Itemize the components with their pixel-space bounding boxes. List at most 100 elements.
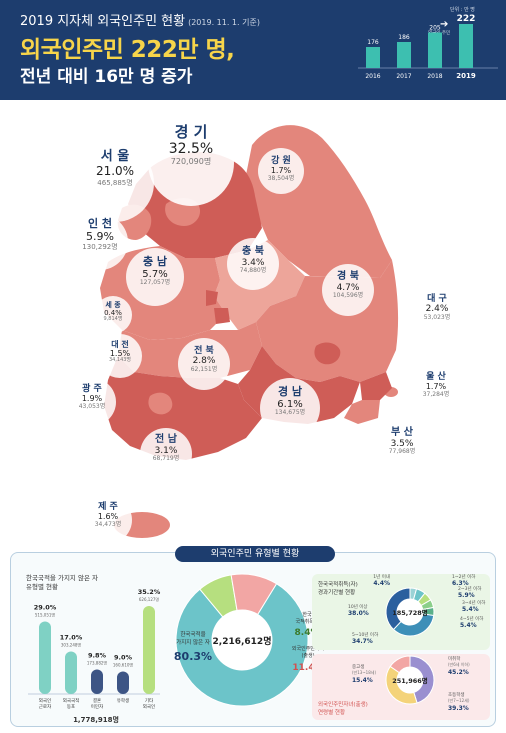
child-segment-sublabel: (만6세 이하) [448, 661, 470, 667]
region-circle-jeju [84, 496, 132, 544]
child-pct: 11.4% [292, 663, 323, 673]
type-bar-count: 303,248명 [61, 642, 82, 648]
region-pct: 1.6% [97, 512, 119, 522]
region-count: 34,473명 [94, 520, 122, 528]
trend-year-label: 2017 [396, 73, 411, 80]
region-count: 74,880명 [239, 266, 267, 274]
region-label-daegu: 대 구 2.4% 53,023명 [410, 294, 464, 322]
main-pct: 80.3% [174, 650, 212, 663]
region-count: 720,090명 [170, 157, 212, 167]
region-label-jeonnam: 전 남 3.1% 68,719명 [138, 434, 194, 463]
type-charts: 한국국적을 가지지 않은 자 유형별 현황 29.0%515,051명외국인근로… [26, 573, 490, 724]
trend-year-label: 2016 [365, 73, 380, 80]
nat-label-line1: 한국 [302, 612, 312, 618]
type-bar-pct: 9.0% [114, 654, 133, 662]
type-bar-label: 외국인 [143, 703, 155, 710]
headline-secondary: 전년 대비 16만 명 증가 [20, 67, 193, 87]
region-name: 제 주 [98, 502, 118, 512]
region-label-incheon: 인 천 5.9% 130,292명 [70, 217, 130, 251]
child-segment-sublabel: (만7~12세) [448, 697, 470, 703]
region-circle-chungbuk [227, 238, 279, 290]
type-bar-count: 515,051명 [35, 612, 56, 618]
header-title: 2019 지자체 외국인주민 현황 (2019. 11. 1. 기준) [20, 10, 260, 29]
region-name: 강 원 [271, 156, 291, 166]
region-daegu [314, 342, 341, 365]
region-label-chungnam: 충 남 5.7% 127,057명 [125, 255, 185, 287]
region-label-gyeonggi: 경 기 32.5% 720,090명 [152, 123, 230, 167]
type-bar-pct: 29.0% [34, 604, 57, 612]
type-bar-label: 이민자 [91, 703, 104, 710]
region-count: 37,284명 [422, 390, 450, 398]
main-label-line1: 한국국적을 [180, 631, 205, 638]
child-segment-label: 중고생 [352, 663, 364, 670]
region-pct: 2.8% [192, 356, 216, 367]
trend-value-label: 205 [429, 25, 441, 32]
nat-label-line2: 국적취득자 [295, 618, 318, 625]
region-pct: 1.5% [109, 349, 131, 359]
type-bar-label: 동포 [67, 704, 75, 710]
child-label-line1: 외국인주민자녀 [292, 645, 324, 652]
region-circle-gangwon [258, 148, 304, 194]
trend-bar [397, 42, 411, 68]
region-label-busan: 부 산 3.5% 77,968명 [374, 427, 430, 456]
region-circle-daegu [412, 288, 462, 338]
donut-slice [175, 583, 309, 707]
header-banner: 2019 지자체 외국인주민 현황 (2019. 11. 1. 기준) 외국인주민… [0, 0, 506, 100]
nat-segment-label: 1년 이내 [373, 573, 390, 580]
region-daejeon [214, 308, 230, 324]
region-circle-gyeongnam [260, 378, 320, 438]
region-name: 충 남 [142, 255, 168, 268]
region-count: 465,885명 [97, 178, 133, 187]
type-panel-title: 외국인주민 유형별 현황 [175, 546, 335, 562]
left-total: 1,778,918명 [73, 715, 119, 724]
type-bar [65, 651, 77, 694]
trend-bar [459, 24, 473, 68]
child-segment-label: 미취학 [448, 655, 460, 662]
child-label-line2: (출생) [301, 652, 314, 659]
region-pct: 3.5% [390, 438, 414, 449]
child-donut-hole [397, 667, 423, 693]
region-name: 인 천 [87, 217, 113, 230]
nat-title-line2: 경과기간별 현황 [318, 588, 355, 596]
nat-segment-pct: 5.4% [462, 606, 479, 613]
region-count: 134,675명 [274, 409, 306, 417]
region-pct: 2.4% [425, 304, 449, 315]
region-circle-jeonnam [140, 428, 192, 480]
type-bar-pct: 35.2% [138, 588, 161, 596]
region-name: 전 남 [155, 434, 177, 445]
nat-segment-pct: 6.3% [452, 580, 469, 587]
region-pct: 3.4% [241, 257, 265, 268]
region-gwangju [148, 392, 173, 415]
nat-segment-label: 10년 이상 [348, 603, 368, 610]
nat-title-line1: 한국국적취득(자) [318, 580, 358, 588]
region-count: 104,596명 [332, 291, 364, 299]
child-segment-pct: 39.3% [448, 705, 469, 712]
region-label-jeonbuk: 전 북 2.8% 62,151명 [176, 346, 232, 374]
type-bar-count: 160,610명 [113, 662, 134, 668]
child-segment-label: 초등학생 [448, 691, 465, 698]
region-label-gwangju: 광 주 1.9% 43,053명 [66, 384, 118, 410]
region-count: 43,053명 [78, 402, 106, 410]
left-title-line1: 한국국적을 가지지 않은 자 [26, 573, 98, 582]
nat-donut-hole [397, 599, 423, 625]
region-circle-seoul [76, 144, 154, 222]
trend-arrow-icon: ➔ [440, 19, 448, 30]
child-total: 251,966명 [392, 676, 428, 685]
region-name: 경 북 [337, 271, 359, 282]
trend-value-label: 222 [457, 14, 476, 24]
type-bar-count: 173,882명 [87, 660, 108, 666]
type-bar-pct: 17.0% [60, 634, 83, 642]
nat-segment-label: 1~2년 이하 [452, 573, 476, 580]
nat-segment-pct: 5.9% [458, 592, 475, 599]
region-pct: 1.7% [425, 382, 447, 392]
trend-bar [366, 47, 380, 68]
region-circle-jeonbuk [178, 338, 230, 390]
region-name: 서 울 [100, 149, 130, 164]
region-pct: 1.7% [270, 166, 292, 176]
region-sejong [206, 290, 218, 306]
region-count: 34,143명 [108, 357, 132, 364]
child-segment-sublabel: (만13~18세) [352, 669, 376, 675]
nat-segment-label: 2~3년 이하 [458, 585, 482, 592]
region-ulsan [360, 372, 392, 400]
